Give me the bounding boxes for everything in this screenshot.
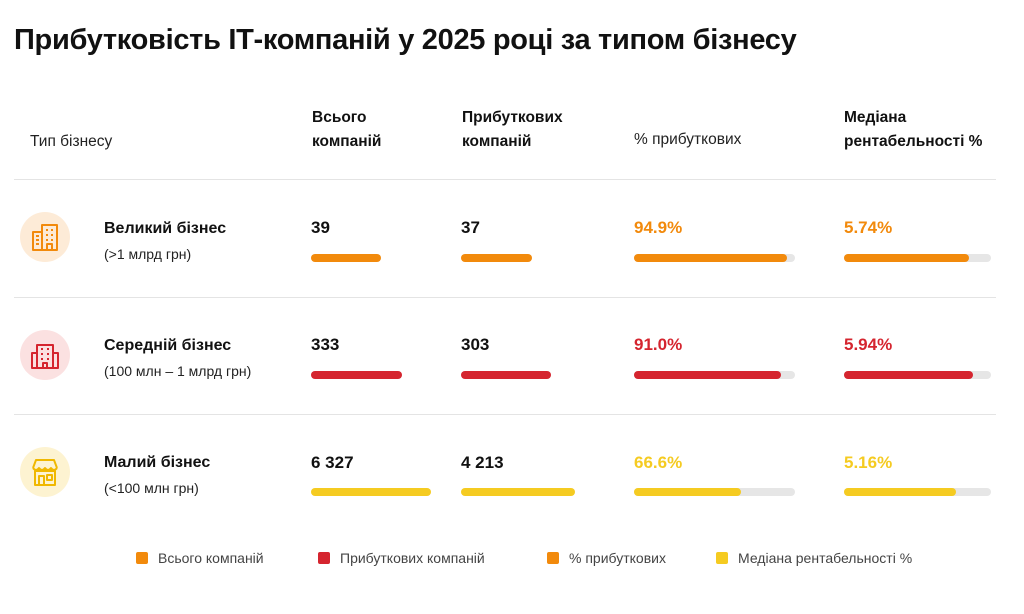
legend-swatch-pct	[547, 552, 559, 564]
legend-swatch-profitable	[318, 552, 330, 564]
bar-total-0	[311, 254, 381, 262]
bar-profitable-1	[461, 371, 551, 379]
value-profitable-0: 37	[461, 218, 480, 237]
legend-label-median: Медіана рентабельності %	[738, 550, 913, 566]
legend-swatch-median	[716, 552, 728, 564]
value-median-2: 5.16%	[844, 453, 893, 472]
bar-pct-2	[634, 488, 741, 496]
value-median-0: 5.74%	[844, 218, 893, 237]
bar-median-2	[844, 488, 956, 496]
row-divider-2	[14, 414, 996, 415]
row-name-large: Великий бізнес	[104, 220, 227, 237]
header-median: Медіана рентабельності %	[844, 106, 982, 154]
row-icon-medium	[20, 330, 70, 380]
legend-swatch-total	[136, 552, 148, 564]
row-name-small: Малий бізнес	[104, 454, 211, 471]
chart-title: Прибутковість ІТ-компаній у 2025 році за…	[14, 24, 797, 56]
header-profitable-line2: компаній	[462, 133, 532, 150]
header-median-line2: рентабельності %	[844, 133, 983, 150]
header-total: Всього компаній	[312, 106, 381, 154]
header-divider	[14, 179, 996, 180]
value-total-1: 333	[311, 335, 340, 354]
value-pct-2: 66.6%	[634, 453, 683, 472]
legend-label-profitable: Прибуткових компаній	[340, 550, 485, 566]
legend-label-pct: % прибуткових	[569, 550, 666, 566]
header-pct: % прибуткових	[634, 131, 742, 148]
row-sub-small: (<100 млн грн)	[104, 480, 199, 496]
office-building-icon	[31, 344, 59, 369]
header-profitable: Прибуткових компаній	[462, 106, 563, 154]
header-median-line1: Медіана	[844, 109, 907, 126]
value-pct-1: 91.0%	[634, 335, 683, 354]
bar-median-1	[844, 371, 973, 379]
bar-median-0	[844, 254, 969, 262]
value-profitable-1: 303	[461, 335, 490, 354]
value-total-0: 39	[311, 218, 330, 237]
bar-pct-1	[634, 371, 781, 379]
legend-median: Медіана рентабельності %	[716, 550, 912, 566]
value-profitable-2: 4 213	[461, 453, 504, 472]
header-total-line2: компаній	[312, 133, 382, 150]
value-pct-0: 94.9%	[634, 218, 683, 237]
legend-total: Всього компаній	[136, 550, 264, 566]
value-median-1: 5.94%	[844, 335, 893, 354]
header-total-line1: Всього	[312, 109, 367, 126]
shop-icon	[32, 459, 58, 486]
row-divider-1	[14, 297, 996, 298]
bar-total-1	[311, 371, 402, 379]
row-sub-large: (>1 млрд грн)	[104, 246, 192, 262]
bar-pct-0	[634, 254, 787, 262]
value-total-2: 6 327	[311, 453, 354, 472]
legend-pct: % прибуткових	[547, 550, 666, 566]
row-icon-large	[20, 212, 70, 262]
bar-profitable-0	[461, 254, 532, 262]
header-type: Тип бізнесу	[30, 133, 113, 150]
buildings-icon	[32, 224, 58, 251]
header-profitable-line1: Прибуткових	[462, 109, 563, 126]
row-icon-small	[20, 447, 70, 497]
row-name-medium: Середній бізнес	[104, 337, 232, 354]
legend-profitable: Прибуткових компаній	[318, 550, 485, 566]
bar-total-2	[311, 488, 431, 496]
legend-label-total: Всього компаній	[158, 550, 264, 566]
bar-profitable-2	[461, 488, 575, 496]
row-sub-medium: (100 млн – 1 млрд грн)	[104, 363, 252, 379]
